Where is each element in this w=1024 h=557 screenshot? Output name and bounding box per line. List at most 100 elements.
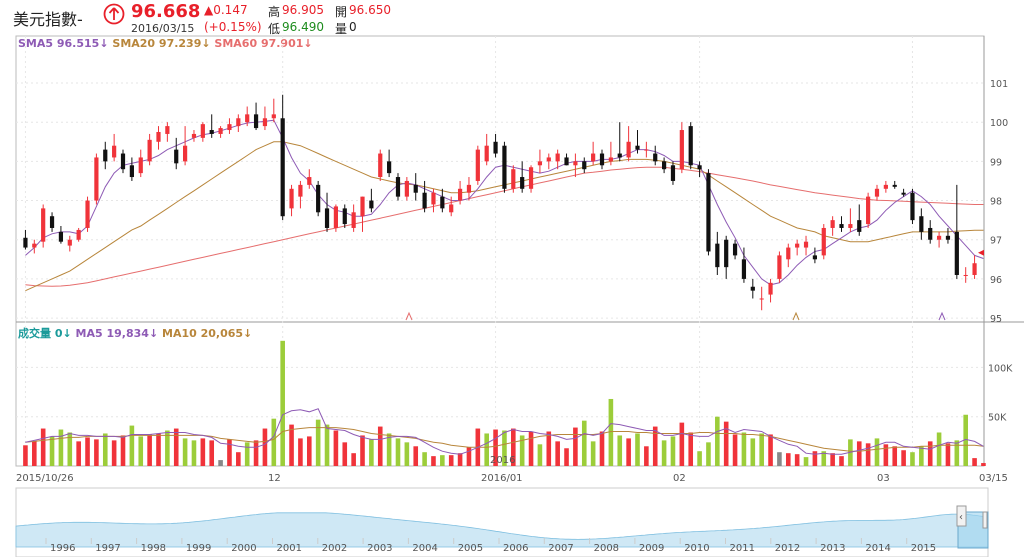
- volume-legend-label: 成交量 0: [18, 327, 63, 340]
- volume-bar: [590, 441, 596, 466]
- chevron-down-icon[interactable]: ↓: [99, 37, 109, 50]
- candle-body: [759, 298, 764, 300]
- volume-bar: [794, 454, 800, 466]
- overview-year-label: 2015: [911, 543, 936, 554]
- candle-body: [724, 239, 729, 268]
- volume-bar: [253, 440, 259, 466]
- volume-bar: [165, 430, 170, 466]
- candle-body: [112, 145, 117, 158]
- price-tick-label: 100: [990, 118, 1008, 129]
- chevron-down-icon[interactable]: ↓: [148, 327, 159, 340]
- volume-bar: [94, 439, 99, 466]
- candle-body: [670, 165, 676, 181]
- candle-body: [874, 188, 880, 197]
- candle-body: [644, 149, 649, 151]
- date-tick-label: 03/15: [979, 473, 1008, 484]
- volume-bar: [865, 443, 871, 466]
- volume-bar: [369, 439, 374, 466]
- candle-body: [697, 165, 702, 170]
- candle-body: [475, 149, 480, 181]
- up-arrow-circle-icon: [103, 3, 125, 25]
- volume-bar: [236, 452, 241, 466]
- candle-body: [431, 192, 436, 205]
- candle-body: [892, 184, 897, 187]
- plot-frame: [15, 35, 985, 467]
- signal-marker: [938, 311, 946, 321]
- overview-year-label: 2001: [277, 543, 302, 554]
- volume-bar: [963, 414, 968, 466]
- price-tick-label: 101: [990, 79, 1008, 90]
- candle-body: [484, 145, 489, 162]
- volume-bar: [954, 440, 960, 466]
- volume-bar: [546, 431, 552, 466]
- volume-bar: [298, 438, 303, 466]
- candle-body: [253, 114, 259, 129]
- volume-bar: [785, 453, 791, 466]
- low-label: 低: [268, 22, 281, 36]
- candle-body: [378, 153, 383, 178]
- price-legend: SMA5 96.515↓ SMA20 97.239↓ SMA60 97.901↓: [18, 37, 313, 50]
- volume-bar: [244, 442, 250, 466]
- chevron-down-icon[interactable]: ↓: [303, 37, 313, 50]
- volume-bar: [599, 431, 605, 466]
- candle-body: [440, 196, 445, 209]
- price-tick-label: 96: [990, 275, 1002, 286]
- chevron-down-icon[interactable]: ↓: [201, 37, 211, 50]
- candle-body: [883, 184, 888, 189]
- vol-ma10-legend: MA10 20,065: [162, 327, 244, 340]
- candle-body: [200, 124, 205, 138]
- overview-area: [15, 512, 989, 548]
- chevron-down-icon[interactable]: ↓: [243, 327, 253, 340]
- candle-body: [404, 180, 409, 197]
- volume-bar: [856, 441, 862, 466]
- volume-bar: [679, 422, 685, 466]
- candle-body: [520, 177, 525, 189]
- volume-bar: [706, 442, 711, 466]
- candle-body: [511, 169, 516, 189]
- volume-bar: [768, 434, 773, 466]
- candle-body: [67, 239, 72, 246]
- candle-body: [582, 161, 587, 170]
- volume-bar: [617, 435, 623, 466]
- candle-body: [129, 165, 134, 178]
- volume-bar: [23, 445, 28, 466]
- candle-body: [812, 255, 817, 260]
- candle-body: [795, 243, 800, 248]
- volume-bar: [910, 452, 915, 466]
- overview-year-label: 2000: [231, 543, 256, 554]
- candle-body: [555, 153, 560, 162]
- candle-body: [777, 255, 782, 279]
- candle-body: [218, 128, 223, 134]
- volume-bar: [581, 420, 587, 466]
- volume-bar: [626, 438, 631, 466]
- candle-body: [227, 124, 232, 131]
- volume-bar: [404, 442, 410, 466]
- volume-bar: [431, 456, 436, 466]
- volume-bar: [457, 453, 463, 466]
- candle-body: [413, 184, 418, 193]
- volume-bar: [519, 435, 525, 466]
- candle-body: [165, 126, 170, 134]
- chevron-left-icon: ‹: [959, 512, 963, 523]
- candle-body: [449, 204, 454, 213]
- candle-body: [236, 118, 241, 127]
- candle-body: [866, 196, 871, 225]
- chevron-down-icon[interactable]: ↓: [62, 327, 72, 340]
- overview-handle-left: [956, 505, 967, 527]
- overview-year-label: 2009: [639, 543, 664, 554]
- candle-body: [546, 157, 551, 162]
- volume-bar: [85, 437, 90, 466]
- overview-year-label: 2003: [367, 543, 392, 554]
- candle-body: [457, 188, 463, 201]
- candle-body: [58, 231, 64, 242]
- low-value: 96.490: [282, 20, 324, 34]
- volume-bar: [573, 427, 578, 466]
- volume-bar: [289, 424, 294, 466]
- candle-body: [120, 153, 126, 170]
- candle-body: [830, 220, 835, 228]
- volume-bar: [688, 432, 694, 466]
- candle-body: [183, 145, 188, 162]
- date-tick-label: 2015/10/26: [16, 473, 74, 484]
- volume-bar: [608, 398, 614, 466]
